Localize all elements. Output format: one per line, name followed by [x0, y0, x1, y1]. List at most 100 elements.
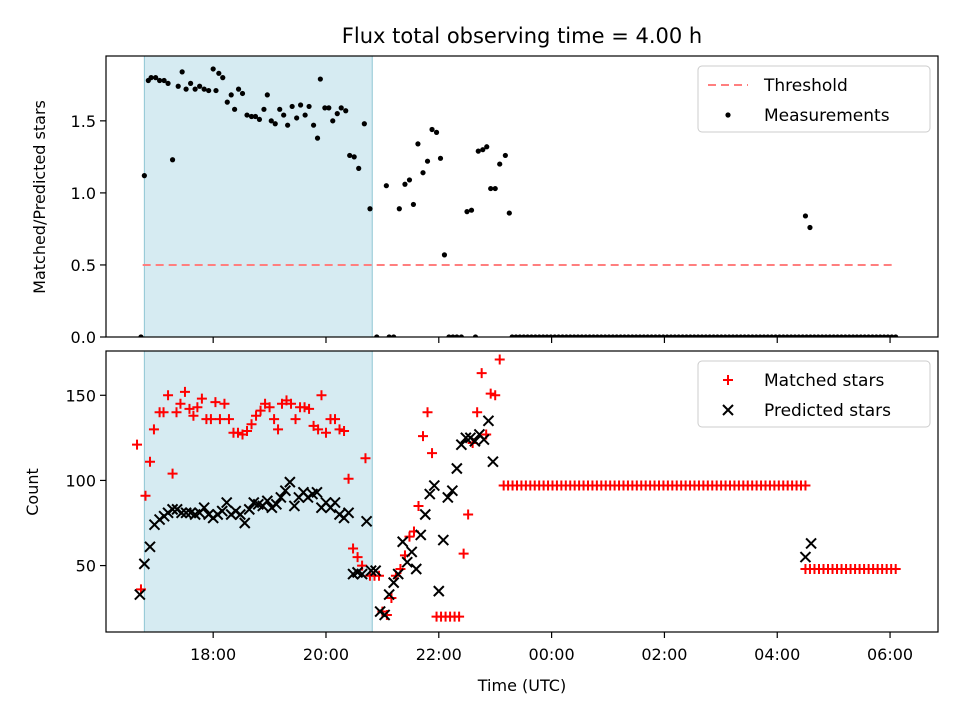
data-point — [513, 334, 519, 337]
data-point — [351, 154, 357, 160]
data-point — [396, 536, 409, 548]
data-point — [834, 334, 841, 337]
data-point — [788, 334, 794, 337]
data-point — [664, 334, 670, 337]
data-point — [606, 334, 612, 337]
data-point — [455, 438, 468, 451]
data-point — [738, 334, 744, 337]
data-point — [304, 403, 315, 414]
legend-box — [697, 65, 931, 133]
data-point — [206, 87, 212, 94]
data-point — [347, 152, 353, 159]
data-point — [320, 427, 331, 438]
data-point — [138, 558, 151, 570]
legend-cross-marker — [722, 404, 734, 416]
data-point — [180, 507, 192, 519]
top-y-axis-label: Matched/Predicted stars — [30, 100, 49, 294]
data-point — [383, 183, 389, 189]
data-point — [277, 106, 283, 112]
data-point — [594, 334, 600, 337]
data-point — [221, 496, 233, 509]
data-point — [192, 402, 203, 413]
data-point — [166, 503, 179, 516]
data-point — [306, 103, 312, 110]
data-point — [396, 206, 402, 212]
axes-frame — [105, 55, 939, 338]
data-point — [165, 80, 171, 86]
data-point — [261, 106, 267, 112]
data-point — [348, 543, 359, 554]
data-point — [873, 334, 879, 337]
data-point — [672, 334, 678, 337]
data-point — [668, 334, 674, 337]
data-point — [279, 484, 292, 497]
legend-plus-marker — [723, 375, 733, 385]
data-point — [772, 334, 779, 337]
y-tick-label: 0.5 — [71, 256, 96, 275]
data-point — [179, 386, 190, 397]
data-point — [827, 334, 833, 337]
data-point — [156, 77, 163, 84]
data-point — [460, 432, 472, 444]
data-point — [769, 334, 775, 337]
data-point — [334, 424, 345, 435]
data-point — [219, 398, 230, 409]
data-point — [275, 491, 287, 504]
data-point — [885, 334, 891, 337]
data-point — [602, 334, 608, 337]
plot-area — [138, 66, 899, 337]
data-point — [205, 414, 216, 425]
data-point — [800, 480, 811, 491]
data-point — [365, 564, 377, 577]
observing-window — [143, 55, 373, 338]
y-tick-label: 50 — [76, 557, 96, 576]
data-point — [242, 426, 253, 437]
data-point — [330, 414, 341, 425]
data-point — [492, 185, 498, 192]
data-point — [356, 568, 368, 580]
legend: Threshold Measurements — [697, 65, 931, 133]
data-point — [201, 86, 207, 92]
data-point — [621, 334, 628, 337]
data-point — [454, 611, 465, 622]
data-point — [484, 144, 490, 150]
data-point — [269, 414, 280, 425]
y-tick-label: 100 — [65, 471, 96, 490]
data-point — [302, 112, 308, 118]
data-point — [210, 66, 216, 72]
data-point — [214, 414, 225, 425]
data-point — [749, 334, 755, 337]
data-point — [261, 495, 274, 507]
data-point — [718, 334, 724, 337]
data-point — [288, 500, 301, 512]
data-point — [869, 334, 876, 337]
data-point — [285, 122, 291, 128]
data-point — [387, 576, 400, 589]
data-point — [437, 534, 450, 546]
data-point — [629, 334, 635, 337]
data-point — [356, 165, 362, 171]
data-point — [807, 224, 813, 231]
legend-box — [697, 360, 931, 428]
data-point — [289, 103, 295, 110]
data-point — [710, 334, 717, 337]
data-point — [893, 334, 899, 337]
data-point — [367, 206, 373, 212]
data-point — [284, 476, 296, 488]
data-point — [404, 531, 415, 542]
data-point — [326, 105, 332, 111]
data-point — [239, 90, 246, 97]
data-point — [175, 83, 181, 89]
data-point — [232, 427, 243, 438]
data-point — [680, 334, 686, 337]
data-point — [410, 563, 422, 575]
data-point — [567, 334, 573, 337]
data-point — [722, 334, 728, 337]
data-point — [239, 517, 251, 529]
data-point — [342, 507, 355, 519]
data-point — [188, 410, 199, 421]
data-point — [243, 503, 255, 516]
data-point — [184, 403, 195, 414]
data-point — [695, 334, 701, 337]
data-point — [590, 334, 597, 337]
